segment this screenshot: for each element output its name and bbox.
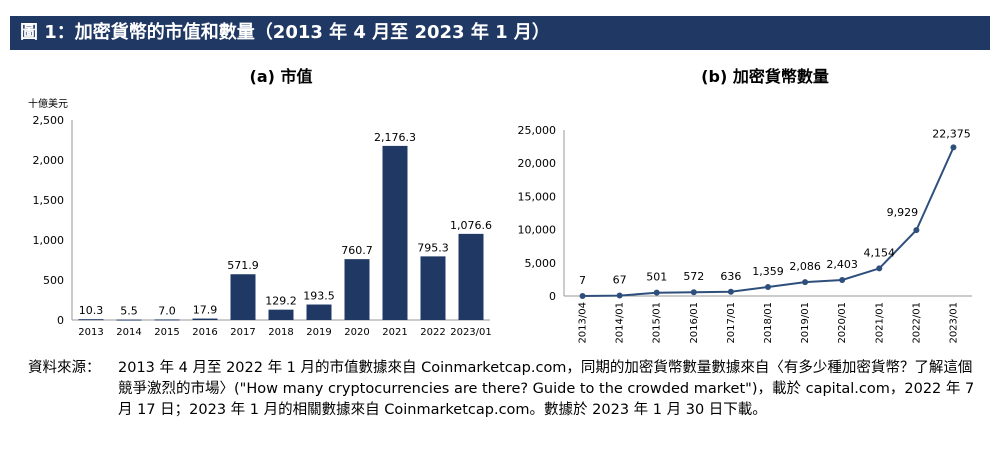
chart-a-bar bbox=[268, 309, 294, 320]
chart-a-x-tick-label: 2018 bbox=[268, 327, 293, 338]
chart-b-x-tick-label: 2023/01 bbox=[948, 302, 959, 344]
chart-b-x-tick-label: 2022/01 bbox=[911, 302, 922, 344]
chart-a-bar bbox=[116, 319, 142, 321]
chart-b-x-tick-label: 2019/01 bbox=[800, 302, 811, 344]
chart-b-point bbox=[876, 265, 883, 272]
chart-b-data-label: 636 bbox=[720, 270, 741, 283]
chart-a-y-tick-label: 0 bbox=[57, 314, 64, 327]
source-text: 2013 年 4 月至 2022 年 1 月的市值數據來自 Coinmarket… bbox=[118, 360, 975, 418]
chart-a-bar bbox=[230, 274, 256, 320]
chart-b-y-tick-label: 15,000 bbox=[518, 190, 557, 203]
chart-a-y-tick-label: 1,000 bbox=[33, 234, 65, 247]
chart-a-bar bbox=[344, 259, 370, 320]
figure-title-banner: 圖 1：加密貨幣的市值和數量（2013 年 4 月至 2023 年 1 月） bbox=[10, 16, 990, 50]
chart-a-bar bbox=[306, 304, 332, 320]
chart-a-y-tick-label: 2,500 bbox=[33, 114, 65, 127]
chart-a-data-label: 17.9 bbox=[193, 304, 218, 317]
chart-a-data-label: 129.2 bbox=[265, 295, 297, 308]
chart-b-data-label: 572 bbox=[683, 270, 704, 283]
chart-a-x-tick-label: 2015 bbox=[154, 327, 179, 338]
chart-b-x-tick-label: 2015/01 bbox=[652, 302, 663, 344]
chart-a-data-label: 760.7 bbox=[341, 244, 373, 257]
chart-a-unit-label: 十億美元 bbox=[28, 97, 68, 110]
source-label: 資料來源： bbox=[28, 360, 101, 376]
chart-a-bar bbox=[154, 319, 180, 321]
chart-b-x-tick-label: 2018/01 bbox=[763, 302, 774, 344]
chart-b-x-tick-label: 2021/01 bbox=[874, 302, 885, 344]
chart-a-data-label: 193.5 bbox=[303, 290, 335, 303]
chart-a-data-label: 1,076.6 bbox=[450, 219, 492, 232]
chart-a-x-tick-label: 2022 bbox=[420, 327, 445, 338]
chart-a-y-tick-label: 2,000 bbox=[33, 154, 65, 167]
chart-a-data-label: 571.9 bbox=[227, 259, 259, 272]
chart-b-x-tick-label: 2014/01 bbox=[615, 302, 626, 344]
chart-a-bar bbox=[78, 319, 104, 321]
chart-a-x-tick-label: 2014 bbox=[116, 327, 141, 338]
chart-b-point bbox=[839, 277, 846, 284]
chart-a-data-label: 795.3 bbox=[417, 241, 449, 254]
chart-b-data-label: 2,403 bbox=[826, 258, 858, 271]
chart-b-y-tick-label: 10,000 bbox=[518, 224, 557, 237]
chart-a-x-tick-label: 2019 bbox=[306, 327, 331, 338]
chart-a-y-tick-label: 500 bbox=[43, 274, 64, 287]
chart-a-x-tick-label: 2013 bbox=[78, 327, 103, 338]
chart-b-point bbox=[727, 288, 734, 295]
chart-b-point bbox=[579, 292, 586, 299]
chart-b-x-tick-label: 2017/01 bbox=[726, 302, 737, 344]
chart-b-x-tick-label: 2020/01 bbox=[837, 302, 848, 344]
chart-b-point bbox=[690, 289, 697, 296]
chart-b-y-tick-label: 25,000 bbox=[518, 124, 557, 137]
chart-b-y-tick-label: 0 bbox=[549, 290, 556, 303]
chart-a-x-tick-label: 2020 bbox=[344, 327, 369, 338]
chart-a-x-tick-label: 2023/01 bbox=[450, 327, 492, 338]
chart-b-y-tick-label: 20,000 bbox=[518, 157, 557, 170]
chart-b-x-tick-label: 2016/01 bbox=[689, 302, 700, 344]
chart-b-data-label: 67 bbox=[613, 274, 627, 287]
chart-b-point bbox=[653, 289, 660, 296]
chart-b-data-label: 9,929 bbox=[887, 206, 919, 219]
chart-a-y-tick-label: 1,500 bbox=[33, 194, 65, 207]
chart-b-x-tick-label: 2013/04 bbox=[578, 302, 589, 344]
chart-b-point bbox=[802, 279, 809, 286]
chart-b-data-label: 22,375 bbox=[932, 127, 971, 140]
chart-a-data-label: 5.5 bbox=[120, 305, 138, 318]
chart-b-data-label: 7 bbox=[579, 274, 586, 287]
chart-b-data-label: 501 bbox=[646, 271, 667, 284]
chart-a-x-tick-label: 2016 bbox=[192, 327, 217, 338]
chart-b-y-tick-label: 5,000 bbox=[525, 257, 557, 270]
chart-a-data-label: 2,176.3 bbox=[374, 131, 416, 144]
chart-b-point bbox=[950, 144, 957, 151]
chart-a-data-label: 10.3 bbox=[79, 304, 104, 317]
chart-b-point bbox=[765, 283, 771, 290]
chart-b-data-label: 1,359 bbox=[752, 265, 784, 278]
chart-a-bar bbox=[382, 145, 408, 320]
chart-b-data-label: 2,086 bbox=[789, 260, 821, 273]
chart-b-title: (b) 加密貨幣數量 bbox=[701, 67, 829, 86]
chart-a-title: (a) 市值 bbox=[250, 67, 313, 86]
chart-b-data-label: 4,154 bbox=[864, 246, 896, 259]
chart-a-x-tick-label: 2017 bbox=[230, 327, 255, 338]
chart-b-point bbox=[616, 292, 623, 299]
chart-a-bar bbox=[420, 256, 446, 320]
chart-a-x-tick-label: 2021 bbox=[382, 327, 407, 338]
chart-a-data-label: 7.0 bbox=[158, 304, 176, 317]
chart-a-bar bbox=[458, 233, 484, 320]
chart-b-point bbox=[913, 227, 920, 234]
chart-a-bar bbox=[192, 318, 218, 320]
